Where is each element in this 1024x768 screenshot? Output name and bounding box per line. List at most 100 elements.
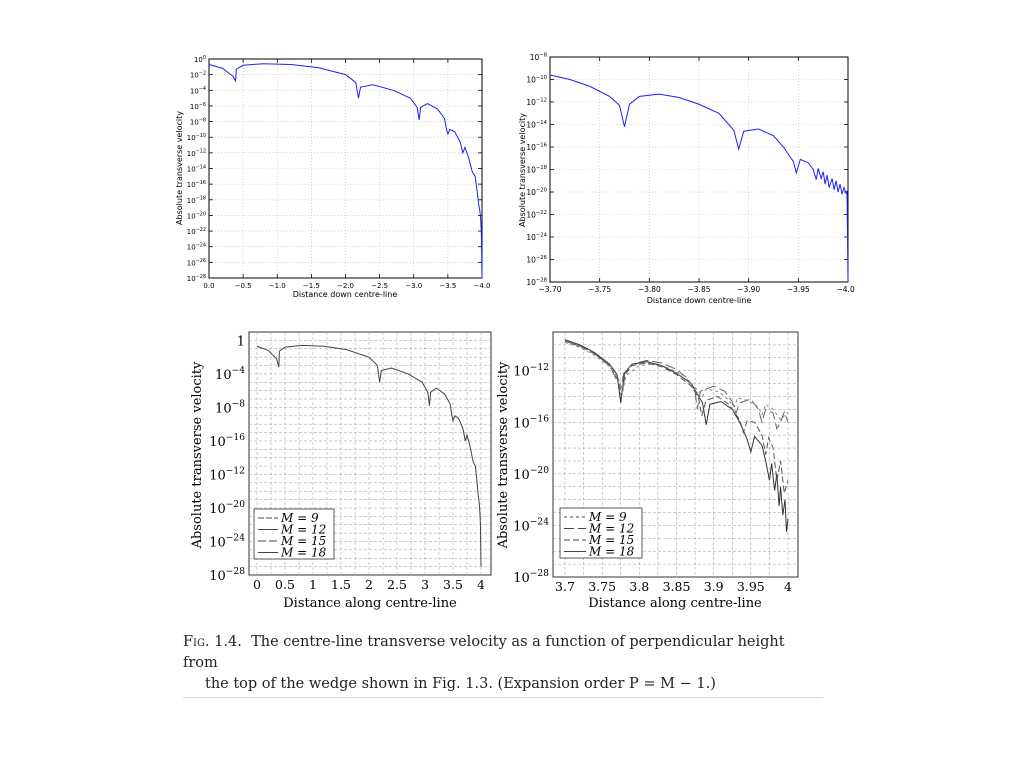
legend-entry: M = 15 bbox=[588, 533, 634, 547]
x-tick-labels: 0 0.5 1 1.5 2 2.5 3 3.5 4 bbox=[253, 577, 485, 592]
grid bbox=[208, 58, 483, 279]
x-axis-label: Distance along centre-line bbox=[588, 596, 762, 611]
x-tick-label: 4 bbox=[784, 579, 792, 594]
x-tick-label: −4.0 bbox=[474, 282, 491, 290]
y-tick-label: 10−22 bbox=[187, 227, 206, 236]
y-axis-label: Absolute transverse velocity bbox=[190, 361, 205, 549]
legend-entry: M = 12 bbox=[280, 523, 326, 537]
x-tick-label: −2.5 bbox=[371, 282, 388, 290]
figure-caption: Fig. 1.4. The centre-line transverse vel… bbox=[183, 632, 823, 698]
x-axis-label: Distance along centre-line bbox=[283, 596, 457, 611]
y-tick-labels: 10−8 10−10 10−12 10−14 10−16 10−18 10−20 10−22 1… bbox=[526, 53, 547, 287]
plot-area bbox=[549, 56, 849, 283]
x-tick-label: −3.95 bbox=[787, 285, 810, 294]
series-line-m12 bbox=[564, 340, 789, 431]
y-tick-label: 10−20 bbox=[209, 500, 245, 517]
legend-entry: M = 9 bbox=[280, 511, 319, 525]
series-line-m9 bbox=[564, 341, 789, 421]
x-tick-labels: 0.0 −0.5 −1.0 −1.5 −2.0 −2.5 −3.0 −3.5 −4.0 bbox=[203, 282, 490, 290]
y-tick-label: 10−28 bbox=[513, 569, 549, 586]
y-tick-label: 10−10 bbox=[526, 75, 547, 84]
y-tick-labels: 10−12 10−16 10−20 10−24 10−28 bbox=[513, 363, 549, 586]
x-tick-label: −0.5 bbox=[235, 282, 252, 290]
y-tick-label: 10−4 bbox=[215, 366, 245, 383]
legend-entry: M = 12 bbox=[588, 522, 634, 536]
x-axis-label: Distance down centre-line bbox=[293, 290, 398, 299]
x-tick-label: −3.0 bbox=[405, 282, 422, 290]
y-tick-label: 10−24 bbox=[187, 243, 206, 252]
x-tick-label: 0.0 bbox=[203, 282, 214, 290]
y-axis-label: Absolute transverse velocity bbox=[518, 113, 527, 227]
y-tick-label: 10−14 bbox=[526, 120, 547, 129]
x-tick-label: −3.85 bbox=[688, 285, 711, 294]
x-tick-label: 3.7 bbox=[555, 579, 575, 594]
y-tick-label: 10−16 bbox=[187, 180, 206, 189]
series-line-m15 bbox=[564, 340, 789, 494]
y-tick-label: 10−8 bbox=[190, 117, 206, 126]
y-tick-label: 10−14 bbox=[187, 164, 206, 173]
y-tick-label: 10−28 bbox=[187, 274, 206, 283]
x-tick-label: −2.0 bbox=[337, 282, 354, 290]
x-tick-label: 1 bbox=[309, 577, 317, 592]
x-tick-label: 3.8 bbox=[629, 579, 649, 594]
y-tick-label: 10−16 bbox=[513, 414, 549, 431]
x-tick-label: 3.95 bbox=[737, 579, 765, 594]
y-tick-label: 10−12 bbox=[513, 363, 549, 380]
y-tick-label: 10−16 bbox=[526, 143, 547, 152]
x-tick-label: 0 bbox=[253, 577, 261, 592]
y-tick-label: 10−28 bbox=[526, 278, 547, 287]
chart-bottom-left: 1 10−4 10−8 10−16 10−12 10−20 10−24 10−28 0 0.5 1… bbox=[190, 331, 492, 611]
chart-top-left: 100 10−2 10−4 10−6 10−8 10−10 10−12 10−14 10−16 1… bbox=[175, 55, 491, 299]
y-tick-label: 10−8 bbox=[530, 53, 547, 62]
data-series-line bbox=[549, 74, 849, 283]
x-tick-label: −3.75 bbox=[588, 285, 611, 294]
figure-label: Fig. 1.4. bbox=[183, 634, 242, 650]
legend: M = 9M = 12M = 15M = 18 bbox=[253, 508, 335, 560]
y-tick-label: 10−18 bbox=[526, 165, 547, 174]
legend-entry: M = 15 bbox=[280, 534, 326, 548]
y-tick-label: 1 bbox=[237, 334, 245, 349]
legend: M = 9M = 12M = 15M = 18 bbox=[559, 507, 643, 559]
y-tick-label: 10−6 bbox=[190, 102, 206, 111]
y-tick-label: 10−12 bbox=[526, 98, 547, 107]
y-tick-label: 10−2 bbox=[190, 70, 206, 79]
y-axis-label: Absolute transverse velocity bbox=[496, 361, 511, 549]
y-tick-labels: 1 10−4 10−8 10−16 10−12 10−20 10−24 10−28 bbox=[209, 334, 245, 584]
caption-line-1: The centre-line transverse velocity as a… bbox=[183, 634, 785, 671]
chart-top-right: 10−8 10−10 10−12 10−14 10−16 10−18 10−20 10−22 1… bbox=[518, 53, 855, 305]
legend-entry: M = 18 bbox=[588, 545, 635, 559]
x-tick-label: 3.9 bbox=[704, 579, 724, 594]
data-series-line bbox=[208, 63, 483, 279]
y-tick-label: 10−8 bbox=[215, 400, 245, 417]
y-tick-labels: 100 10−2 10−4 10−6 10−8 10−10 10−12 10−14 10−16 1… bbox=[187, 55, 206, 283]
x-tick-label: 0.5 bbox=[275, 577, 295, 592]
x-tick-label: −3.80 bbox=[638, 285, 661, 294]
x-tick-label: 3.75 bbox=[588, 579, 616, 594]
y-tick-label: 10−24 bbox=[513, 518, 549, 535]
y-tick-label: 10−24 bbox=[526, 233, 547, 242]
legend-entry: M = 18 bbox=[280, 546, 327, 560]
caption-line-2: the top of the wedge shown in Fig. 1.3. … bbox=[205, 676, 716, 692]
y-tick-label: 10−18 bbox=[187, 196, 206, 205]
x-tick-label: 4 bbox=[477, 577, 485, 592]
x-tick-label: −3.5 bbox=[439, 282, 456, 290]
x-tick-label: 2.5 bbox=[387, 577, 407, 592]
x-tick-labels: 3.7 3.75 3.8 3.85 3.9 3.95 4 bbox=[555, 579, 792, 594]
x-tick-label: −3.70 bbox=[539, 285, 562, 294]
x-tick-label: −3.90 bbox=[737, 285, 760, 294]
y-tick-label: 10−4 bbox=[190, 86, 206, 95]
x-tick-label: 2 bbox=[365, 577, 373, 592]
y-tick-label: 10−16 bbox=[209, 433, 245, 450]
y-tick-label: 10−20 bbox=[526, 188, 547, 197]
x-tick-label: 3 bbox=[421, 577, 429, 592]
x-tick-label: 3.85 bbox=[663, 579, 691, 594]
data-series-lines bbox=[564, 339, 789, 532]
data-series-line bbox=[256, 344, 482, 567]
y-tick-label: 10−24 bbox=[209, 534, 245, 551]
legend-entry: M = 9 bbox=[588, 510, 627, 524]
x-tick-labels: −3.70 −3.75 −3.80 −3.85 −3.90 −3.95 −4.00 bbox=[539, 285, 855, 294]
y-tick-label: 10−26 bbox=[187, 258, 206, 267]
y-tick-label: 10−28 bbox=[209, 567, 245, 584]
y-axis-label: Absolute transverse velocity bbox=[175, 111, 184, 225]
y-tick-label: 10−10 bbox=[187, 133, 206, 142]
